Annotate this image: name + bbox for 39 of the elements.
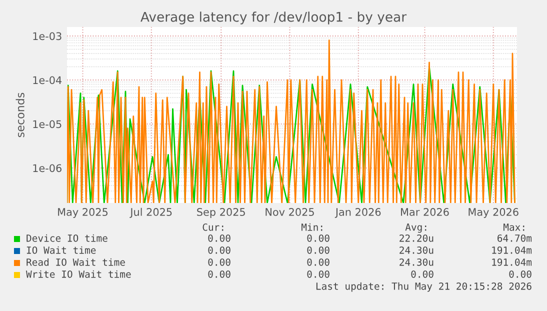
legend-label: Device IO time (26, 234, 108, 242)
line-series (67, 40, 516, 203)
text: 0.00 (307, 258, 330, 266)
text: Min: (302, 223, 322, 231)
x-tick-label: Mar 2026 (401, 208, 449, 216)
text: 0.00 (307, 270, 330, 278)
text: Last update: Thu May 21 20:15:28 2026 (316, 282, 532, 292)
x-tick-label: May 2025 (58, 208, 108, 218)
text: 0.00 (509, 270, 532, 278)
chart-title: Average latency for /dev/loop1 - by year (140, 12, 407, 24)
y-tick-label: 1e-03 (33, 32, 62, 40)
legend-label: Write IO Wait time (26, 270, 131, 278)
y-axis-title: seconds (16, 92, 24, 138)
y-tick-label: 1e-06 (33, 164, 62, 172)
text: Max: (504, 224, 524, 231)
text: Cur: (202, 223, 224, 231)
text: 0.00 (208, 234, 230, 242)
text: 0.00 (208, 258, 230, 266)
text: 22.20u (400, 234, 434, 242)
text: 0.00 (307, 234, 330, 242)
text: 24.30u (400, 258, 434, 266)
x-tick-label: Sep 2025 (197, 208, 245, 218)
text: 0.00 (307, 246, 330, 254)
legend-label: Read IO Wait time (26, 258, 125, 266)
x-tick-label: Jan 2026 (334, 208, 381, 218)
text: 191.04m (492, 258, 532, 266)
text: 64.70m (498, 234, 532, 242)
y-tick-label: 1e-05 (33, 120, 62, 128)
text: 191.04m (492, 246, 532, 254)
x-tick-label: Nov 2025 (266, 208, 314, 216)
legend-label: IO Wait time (26, 246, 96, 254)
y-tick-label: 1e-04 (33, 76, 62, 84)
text: 0.00 (208, 270, 230, 278)
text: 24.30u (400, 246, 434, 254)
text: 0.00 (208, 246, 230, 254)
x-tick-label: Jul 2025 (130, 208, 172, 218)
text: 0.00 (411, 270, 434, 278)
x-tick-label: May 2026 (468, 208, 518, 218)
text: Avg: (405, 224, 426, 233)
